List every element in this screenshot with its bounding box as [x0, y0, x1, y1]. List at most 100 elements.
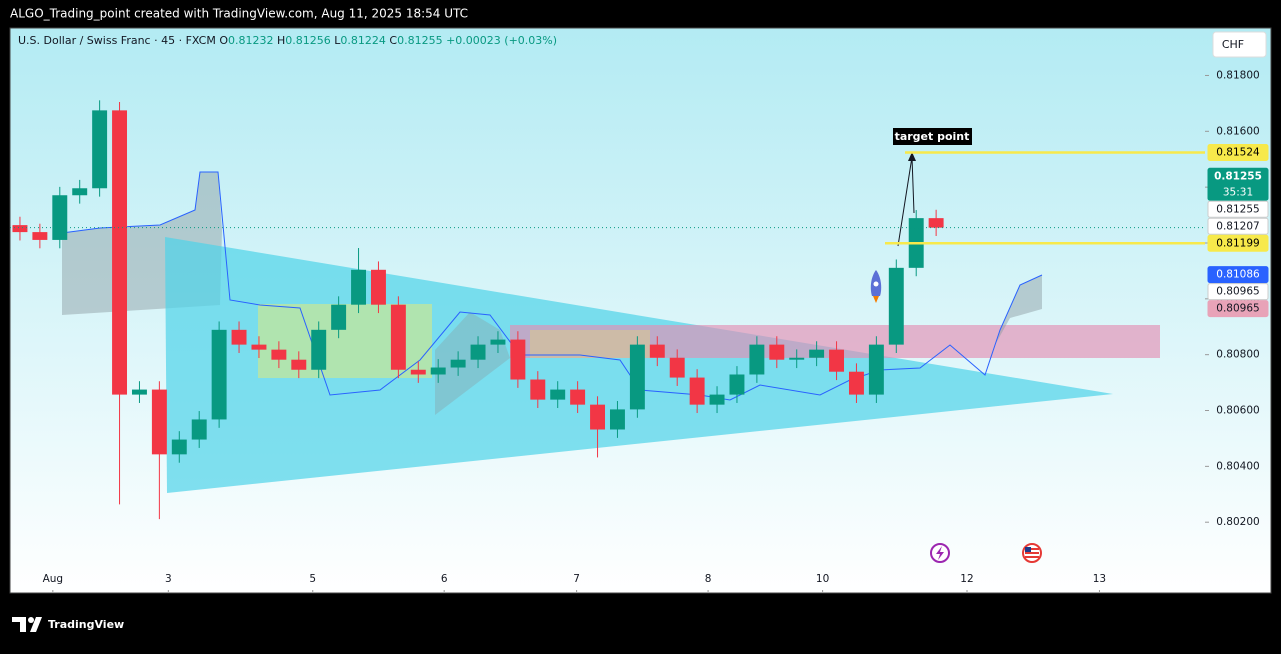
candle-body [550, 389, 566, 400]
candle-body [888, 267, 904, 345]
change: +0.00023 (+0.03%) [446, 34, 557, 47]
candle-body [410, 369, 426, 375]
key: O [219, 34, 228, 47]
candle-body [749, 344, 765, 375]
price-axis: 0.818000.816000.814000.812000.810000.808… [1205, 69, 1269, 528]
price-label-box [1207, 234, 1269, 252]
event-icon[interactable] [1022, 543, 1042, 563]
channel-line [61, 171, 1043, 401]
key: L [334, 34, 341, 47]
candle-body [490, 339, 506, 345]
candle-body [231, 329, 247, 345]
legend: U.S. Dollar / Swiss Franc · 45 · FXCM O0… [18, 34, 557, 47]
price-label-box [1207, 283, 1269, 301]
candle-body [609, 409, 625, 430]
price-label: 0.81255 [1216, 203, 1259, 215]
annotation-box [893, 128, 972, 145]
brand-logo [12, 617, 42, 632]
y-tick-label: 0.80400 [1216, 460, 1259, 472]
chart-border [9, 27, 1272, 594]
candle-body [629, 344, 645, 410]
candle-body [151, 389, 167, 455]
candle-body [390, 304, 406, 370]
price-label-box [1207, 300, 1269, 318]
candle-body [669, 357, 685, 378]
price-label: 0.80965 [1216, 286, 1259, 298]
key: H [277, 34, 285, 47]
x-tick-label: 6 [441, 573, 448, 585]
currency[interactable]: CHF [1222, 38, 1244, 51]
brand: TradingView [48, 618, 124, 631]
candle-body [72, 188, 88, 196]
key: C [389, 34, 397, 47]
event-icon[interactable] [930, 543, 950, 563]
cloud [435, 312, 510, 415]
y-tick-label: 0.80800 [1216, 349, 1259, 361]
candle-body [848, 371, 864, 395]
price-label-box [1207, 144, 1269, 162]
candle-body [709, 394, 725, 405]
candle-body [251, 344, 267, 350]
candle-body [191, 419, 207, 440]
price-label: 0.81086 [1216, 269, 1260, 281]
candle-body [590, 404, 606, 430]
candle-body [131, 389, 147, 395]
candle-body [211, 329, 227, 420]
candle-body [649, 344, 665, 358]
candle-body [789, 357, 805, 360]
candle-body [868, 344, 884, 395]
price-label-box [1207, 167, 1269, 201]
y-tick-label: 0.81800 [1216, 69, 1259, 81]
y-tick-label: 0.81600 [1216, 125, 1259, 137]
candle-body [510, 339, 526, 380]
candle-body [570, 389, 586, 405]
price-label-box [1207, 200, 1269, 218]
candle-body [32, 232, 48, 240]
candle-body [171, 439, 187, 455]
candle-body [271, 349, 287, 360]
value: 0.81224 [340, 34, 386, 47]
candle-body [291, 359, 307, 370]
candle-body [809, 349, 825, 358]
value: 0.81255 [397, 34, 443, 47]
rocket-icon [870, 270, 882, 303]
currency-button[interactable] [1212, 31, 1267, 58]
cloud [985, 275, 1042, 372]
header: ALGO_Trading_point created with TradingV… [10, 7, 468, 21]
x-tick-label: Aug [43, 573, 64, 585]
arrow-head [908, 152, 916, 161]
candle-body [729, 374, 745, 395]
price-label-box [1207, 217, 1269, 235]
price-label: 0.81524 [1216, 147, 1260, 159]
candle-body [450, 359, 466, 368]
candle-body [351, 269, 367, 305]
candle-body [311, 329, 327, 370]
candle-body [112, 110, 128, 395]
x-tick-label: 13 [1093, 573, 1106, 585]
price-label: 0.81255 [1214, 170, 1262, 182]
x-tick-label: 3 [165, 573, 172, 585]
countdown: 35:31 [1223, 186, 1253, 198]
annotation: target point [895, 130, 970, 143]
value: 0.81256 [285, 34, 331, 47]
x-tick-label: 10 [816, 573, 829, 585]
candle-body [530, 379, 546, 400]
y-tick-label: 0.80600 [1216, 405, 1259, 417]
x-tick-label: 7 [573, 573, 580, 585]
price-label: 0.80965 [1216, 303, 1259, 315]
price-label: 0.81199 [1216, 237, 1259, 249]
candle-body [430, 367, 446, 375]
candle-body [689, 377, 705, 405]
candle-body [370, 269, 386, 305]
symbol: U.S. Dollar / Swiss Franc · 45 · FXCM [18, 34, 216, 47]
candle-body [928, 218, 944, 228]
candle-body [52, 195, 68, 240]
value: 0.81232 [228, 34, 274, 47]
price-label: 0.81207 [1216, 220, 1259, 232]
candle-body [769, 344, 785, 360]
candle-body [470, 344, 486, 360]
x-tick-label: 12 [960, 573, 973, 585]
price-label-box [1207, 266, 1269, 284]
candle-body [12, 225, 28, 233]
